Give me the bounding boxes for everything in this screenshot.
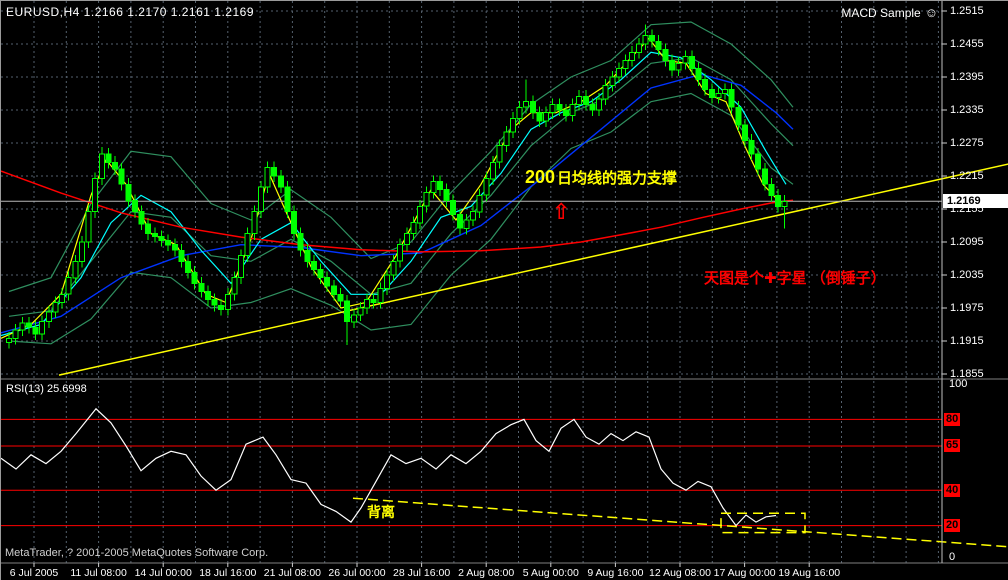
divergence-annotation: 背离 <box>367 504 395 520</box>
rsi-level-badge: 20 <box>944 519 961 533</box>
price-axis-label: 1.1915 <box>950 335 984 347</box>
price-axis-label: 1.2095 <box>950 236 984 248</box>
price-axis-label: 1.2515 <box>950 5 984 17</box>
date-axis-label: 6 Jul 2005 <box>9 567 59 579</box>
date-axis-label: 19 Aug 16:00 <box>778 567 841 579</box>
support-annotation-number: 200 <box>525 167 556 187</box>
bollinger-upper-line <box>8 21 794 293</box>
date-axis-label: 21 Jul 08:00 <box>263 567 321 579</box>
support-annotation: 200 日均线的强力支撑 <box>525 167 677 188</box>
date-axis-label: 18 Jul 16:00 <box>199 567 257 579</box>
ma-fast-yellow-line <box>1 37 782 339</box>
price-axis-label: 1.2395 <box>950 71 984 83</box>
price-axis-label: 1.1975 <box>950 302 984 314</box>
bollinger-lower-line <box>8 92 794 345</box>
candlestick-series <box>6 24 788 349</box>
current-price-tag: 1.2169 <box>943 194 1008 208</box>
yellow-uptrend-line <box>58 163 1008 376</box>
date-axis-label: 12 Aug 08:00 <box>649 567 711 579</box>
price-axis-label: 1.2215 <box>950 170 984 182</box>
rsi-axis-label: 0 <box>949 551 956 563</box>
date-axis-label: 14 Jul 00:00 <box>134 567 192 579</box>
price-axis-label: 1.2455 <box>950 38 984 50</box>
symbol-ohlc-title: EURUSD,H4 1.2166 1.2170 1.2161 1.2169 <box>6 5 254 19</box>
date-axis-label: 2 Aug 08:00 <box>458 567 515 579</box>
rsi-indicator-label: RSI(13) 25.6998 <box>6 383 87 395</box>
rsi-line <box>1 407 777 527</box>
date-axis-label: 5 Aug 00:00 <box>522 567 579 579</box>
copyright-text: MetaTrader, ? 2001-2005 MetaQuotes Softw… <box>5 547 269 559</box>
candle-pattern-annotation: 天图是个✚字星 （倒锤子） <box>704 270 886 287</box>
expert-advisor-label: MACD Sample ☺ <box>841 5 938 20</box>
price-axis-label: 1.1855 <box>950 368 984 380</box>
ea-smiley-icon[interactable]: ☺ <box>924 5 938 20</box>
rsi-downtrend-line <box>352 497 1008 548</box>
price-axis-label: 1.2335 <box>950 104 984 116</box>
rsi-level-badge: 65 <box>944 439 961 453</box>
price-axis-label: 1.2035 <box>950 269 984 281</box>
date-axis-label: 9 Aug 16:00 <box>587 567 644 579</box>
date-axis-label: 28 Jul 16:00 <box>392 567 451 579</box>
price-axis-label: 1.2155 <box>950 203 984 215</box>
up-arrow-annotation: ⇧ <box>552 199 571 224</box>
date-axis-label: 26 Jul 00:00 <box>328 567 386 579</box>
support-annotation-text: 日均线的强力支撑 <box>557 170 678 187</box>
rsi-level-badge: 80 <box>944 412 961 426</box>
ma200-red-line <box>1 170 794 253</box>
rsi-highlight-box <box>720 512 806 534</box>
rsi-axis-label: 100 <box>949 378 968 390</box>
date-axis-label: 17 Aug 00:00 <box>713 567 776 579</box>
ma-mid-cyan-line <box>1 51 787 337</box>
ma-slow-blue-line <box>1 73 794 334</box>
ea-name: MACD Sample <box>841 6 921 20</box>
rsi-level-badge: 40 <box>944 483 961 497</box>
price-axis-label: 1.2275 <box>950 137 984 149</box>
date-axis-label: 11 Jul 08:00 <box>70 567 127 579</box>
